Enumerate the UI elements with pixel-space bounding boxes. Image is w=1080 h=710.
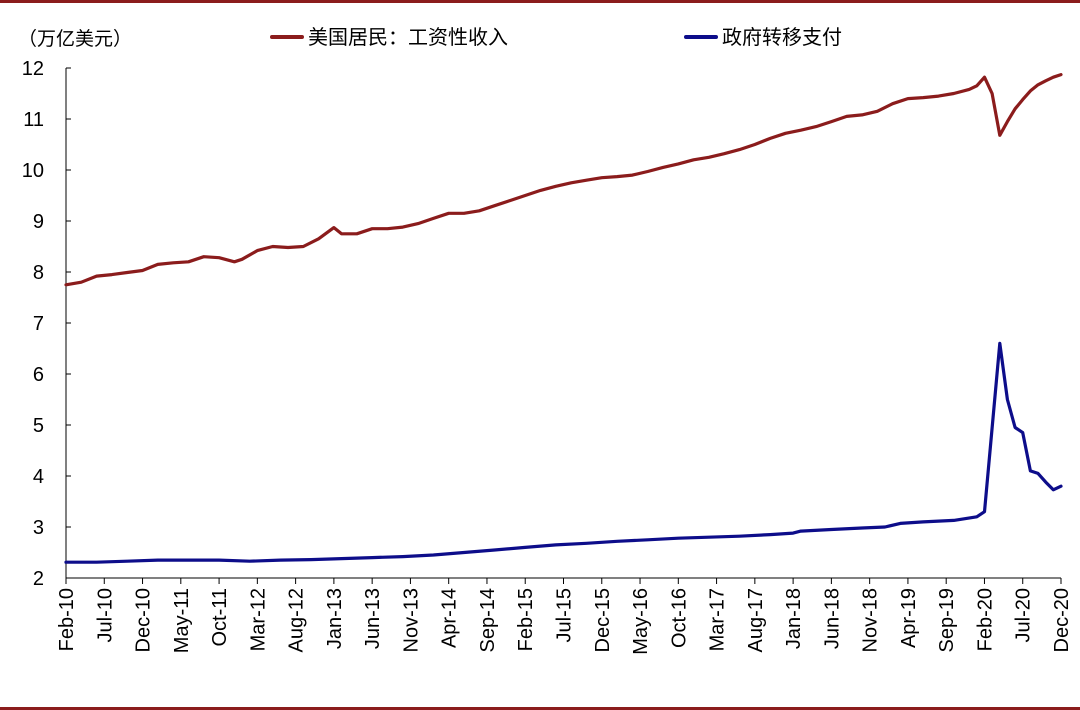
y-tick-label: 2 (33, 568, 44, 590)
y-tick-label: 5 (33, 415, 44, 437)
x-tick-label: Nov-13 (400, 588, 422, 652)
top-frame-line (0, 0, 1080, 3)
x-tick-label: Mar-17 (707, 588, 729, 651)
x-tick-label: Jun-13 (362, 588, 384, 649)
x-tick-label: Jul-20 (1013, 588, 1035, 642)
y-tick-label: 6 (33, 364, 44, 386)
x-tick-label: Apr-19 (898, 588, 920, 648)
series-layer (64, 73, 1063, 564)
bottom-frame-line (0, 707, 1080, 710)
x-tick-label: Feb-20 (974, 588, 996, 651)
x-tick-label: Jan-18 (783, 588, 805, 649)
x-tick-label: Oct-16 (668, 588, 690, 648)
x-tick-label: Dec-20 (1051, 588, 1073, 652)
x-tick-label: Dec-10 (133, 588, 155, 652)
y-tick-label: 8 (33, 262, 44, 284)
x-tick-label: Jan-13 (324, 588, 346, 649)
y-tick-label: 12 (22, 58, 44, 80)
x-tick-label: Aug-17 (745, 588, 767, 653)
x-tick-label: Mar-12 (247, 588, 269, 651)
x-tick-label: Dec-15 (592, 588, 614, 652)
x-tick-label: Feb-10 (56, 588, 78, 651)
legend: 美国居民：工资性收入 政府转移支付 (270, 25, 842, 49)
x-tick-label: Aug-12 (286, 588, 308, 653)
y-axis: 2 3 4 5 6 7 8 9 10 11 12 (22, 58, 71, 590)
series-line-1 (64, 73, 1063, 287)
x-tick-label: Sep-14 (477, 588, 499, 653)
x-axis: Feb-10 Jul-10 Dec-10 May-11 Oct-11 Mar-12 Aug-… (56, 577, 1073, 655)
y-tick-label: 11 (23, 109, 44, 131)
y-tick-label: 10 (22, 160, 44, 182)
y-tick-label: 9 (33, 211, 44, 233)
legend-label-2: 政府转移支付 (722, 25, 842, 49)
x-tick-label: Nov-18 (860, 588, 882, 652)
x-tick-label: Jun-18 (821, 588, 843, 649)
y-tick-label: 4 (33, 466, 44, 488)
x-tick-label: Sep-19 (936, 588, 958, 653)
x-tick-label: Jul-15 (554, 588, 576, 642)
x-tick-label: Apr-14 (439, 588, 461, 648)
unit-label: （万亿美元） (18, 28, 132, 50)
x-tick-label: May-16 (630, 588, 652, 655)
x-tick-label: Feb-15 (515, 588, 537, 651)
series-line-2 (64, 341, 1063, 564)
y-tick-label: 7 (33, 313, 44, 335)
legend-label-1: 美国居民：工资性收入 (308, 25, 508, 49)
x-tick-label: Oct-11 (209, 588, 231, 647)
x-tick-label: Jul-10 (94, 588, 116, 642)
y-tick-label: 3 (33, 517, 44, 539)
x-tick-label: May-11 (171, 588, 193, 653)
